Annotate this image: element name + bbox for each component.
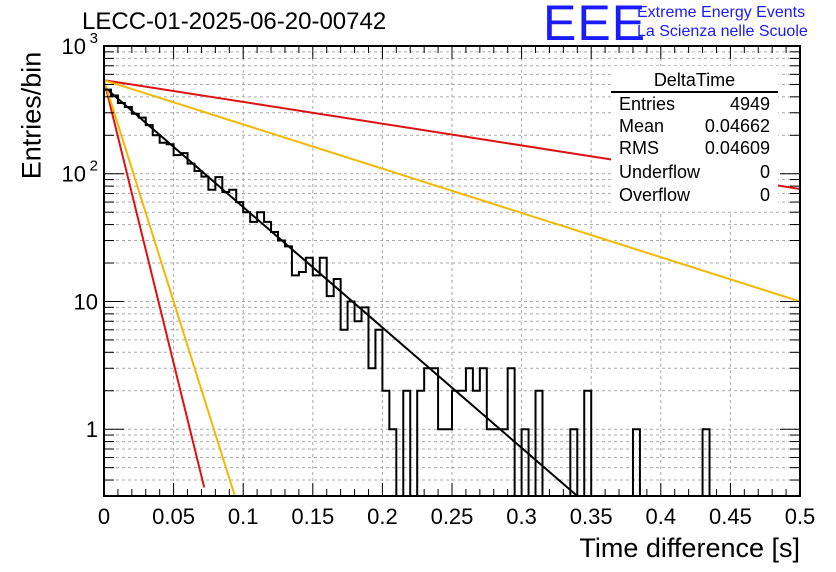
fit-curve [103, 79, 236, 497]
x-tick-label: 0.35 [570, 504, 613, 529]
x-tick-label: 0.3 [506, 504, 537, 529]
x-tick-label: 0.5 [785, 504, 816, 529]
y-tick-label: 10 [74, 289, 98, 314]
stats-row-rms: RMS 0.04609 [619, 138, 770, 160]
y-tick-label: 10 [62, 34, 86, 59]
logo-line-1: Extreme Energy Events [637, 4, 806, 21]
stats-value: 0 [759, 185, 770, 205]
y-tick-exponent: 2 [90, 158, 98, 175]
y-tick-label: 1 [86, 417, 98, 442]
stats-row-entries: Entries 4949 [619, 94, 770, 116]
x-tick-label: 0 [98, 504, 110, 529]
y-tick-label: 10 [62, 162, 86, 187]
logo-line-2: La Scienza nelle Scuole [637, 23, 808, 40]
y-axis-label: Entries/bin [16, 51, 47, 180]
x-tick-label: 0.1 [228, 504, 259, 529]
stats-box: DeltaTime Entries 4949 Mean 0.04662 RMS … [611, 66, 778, 211]
eee-logo: EEE Extreme Energy Events La Scienza nel… [543, 0, 833, 51]
stats-label: Entries [619, 94, 676, 114]
stats-row-underflow: Underflow 0 [619, 162, 770, 184]
x-tick-label: 0.25 [431, 504, 474, 529]
x-tick-label: 0.2 [367, 504, 398, 529]
stats-value: 4949 [729, 94, 770, 114]
y-tick-exponent: 3 [90, 30, 98, 47]
stats-value: 0.04609 [704, 138, 770, 158]
stats-title: DeltaTime [653, 70, 736, 90]
stats-label: Underflow [619, 162, 701, 182]
x-tick-label: 0.15 [291, 504, 334, 529]
axis-ticks [103, 45, 801, 497]
x-tick-label: 0.05 [152, 504, 195, 529]
stats-label: Mean [619, 116, 665, 136]
chart-title: LECC-01-2025-06-20-00742 [82, 8, 387, 35]
logo-letters: EEE [543, 0, 647, 51]
fit-curve [103, 79, 801, 303]
histogram-series [103, 88, 800, 497]
x-tick-labels: 0 0.05 0.1 0.15 0.2 0.25 0.3 0.35 0.4 0.45 0.5 [98, 504, 815, 529]
stats-row-overflow: Overflow 0 [619, 185, 770, 207]
stats-row-mean: Mean 0.04662 [619, 116, 770, 138]
stats-value: 0 [759, 162, 770, 182]
x-tick-label: 0.45 [709, 504, 752, 529]
stats-label: RMS [619, 138, 659, 158]
fit-curve [103, 79, 206, 488]
stats-divider [611, 91, 778, 93]
x-axis-label: Time difference [s] [579, 533, 800, 563]
stats-label: Overflow [619, 185, 691, 205]
x-tick-label: 0.4 [646, 504, 677, 529]
stats-value: 0.04662 [704, 116, 770, 136]
